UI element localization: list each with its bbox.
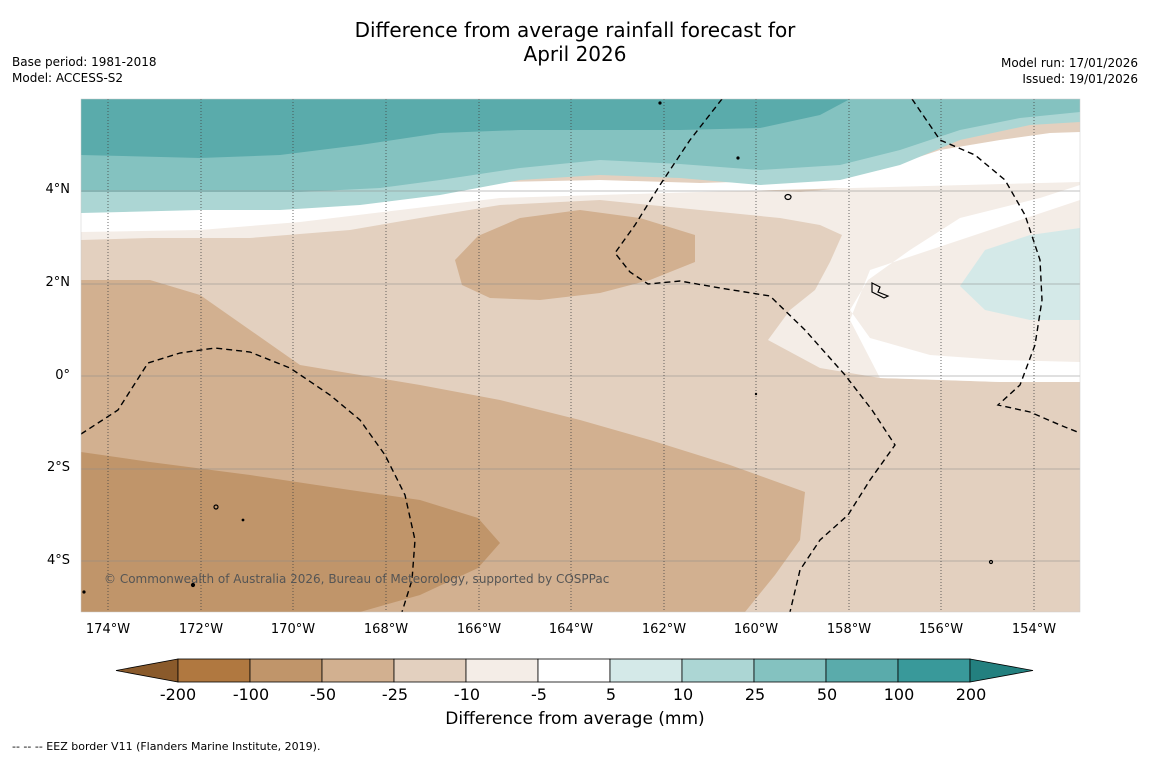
- colorbar-swatch: [753, 658, 827, 683]
- colorbar-swatch: [465, 658, 539, 683]
- model-name: Model: ACCESS-S2: [12, 71, 124, 85]
- colorbar-swatch: [393, 658, 467, 683]
- colorbar-swatch: [825, 658, 899, 683]
- colorbar-tick: -50: [309, 685, 337, 704]
- colorbar-tick: 25: [744, 685, 766, 704]
- eez-legend: -- -- -- EEZ border V11 (Flanders Marine…: [12, 740, 321, 753]
- eez-borders: [81, 99, 1080, 612]
- colorbar-tick: -5: [531, 685, 547, 704]
- colorbar-swatch: [249, 658, 323, 683]
- colorbar-swatch: [321, 658, 395, 683]
- colorbar-tick: 100: [883, 685, 915, 704]
- lat-label-4s: 4°S: [46, 553, 70, 568]
- colorbar-extend-high: [969, 658, 1034, 683]
- title-line-2: April 2026: [523, 42, 627, 66]
- lat-label-0: 0°: [55, 368, 70, 383]
- lat-label-4n: 4°N: [45, 182, 71, 197]
- issued-date: Issued: 19/01/2026: [1022, 72, 1138, 86]
- lon-label-160w: 160°W: [733, 622, 779, 637]
- colorbar-swatch: [609, 658, 683, 683]
- colorbar-tick: -25: [381, 685, 409, 704]
- colorbar-title: Difference from average (mm): [445, 709, 705, 729]
- colorbar-tick: 50: [816, 685, 838, 704]
- lat-gridlines: [81, 190, 1080, 562]
- lon-label-168w: 168°W: [363, 622, 409, 637]
- contour-minus10: [81, 142, 1080, 382]
- copyright-credit: © Commonwealth of Australia 2026, Bureau…: [104, 572, 610, 586]
- colorbar-swatch: [897, 658, 971, 683]
- colorbar-tick: -200: [159, 685, 197, 704]
- colorbar-swatch: [681, 658, 755, 683]
- lon-label-172w: 172°W: [178, 622, 224, 637]
- lon-label-158w: 158°W: [826, 622, 872, 637]
- colorbar-tick: 5: [605, 685, 617, 704]
- base-period: Base period: 1981-2018: [12, 55, 157, 69]
- lon-label-154w: 154°W: [1011, 622, 1057, 637]
- title-line-1: Difference from average rainfall forecas…: [354, 18, 796, 42]
- colorbar-swatch: [537, 658, 611, 683]
- contour-plus50: [81, 99, 850, 158]
- colorbar-tick: 200: [955, 685, 987, 704]
- contour-neutral: [81, 132, 1080, 382]
- chart-title: Difference from average rainfall forecas…: [0, 18, 1150, 66]
- contour-blob-north: [455, 210, 695, 300]
- lon-label-174w: 174°W: [85, 622, 131, 637]
- contour-plus5-east: [960, 228, 1080, 320]
- model-run: Model run: 17/01/2026: [1000, 56, 1138, 70]
- islands: [82, 101, 994, 594]
- rainfall-map: [80, 98, 1081, 613]
- colorbar-swatch: [177, 658, 251, 683]
- colorbar-tick: -10: [453, 685, 481, 704]
- colorbar-tick: 10: [672, 685, 694, 704]
- lon-label-156w: 156°W: [918, 622, 964, 637]
- lon-label-166w: 166°W: [456, 622, 502, 637]
- lon-label-170w: 170°W: [270, 622, 316, 637]
- colorbar-extend-low: [115, 658, 179, 683]
- map-frame: [80, 98, 1081, 613]
- lat-label-2s: 2°S: [46, 460, 70, 475]
- contour-minus100: [81, 452, 500, 612]
- meta-left: Base period: 1981-2018 Model: ACCESS-S2: [12, 54, 157, 86]
- lat-label-2n: 2°N: [45, 275, 71, 290]
- meta-right: Model run: 17/01/2026 Issued: 19/01/2026: [1001, 55, 1138, 87]
- lon-label-162w: 162°W: [641, 622, 687, 637]
- colorbar-tick: -100: [232, 685, 270, 704]
- lon-label-164w: 164°W: [548, 622, 594, 637]
